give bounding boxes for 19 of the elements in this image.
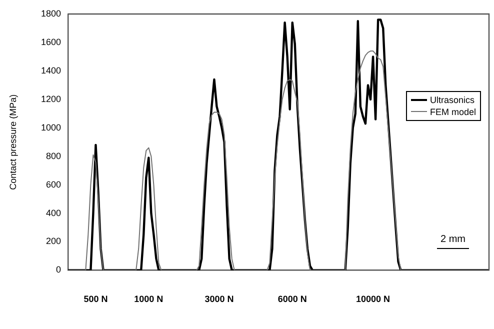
y-tick-label: 200 bbox=[46, 236, 61, 246]
y-tick-label: 400 bbox=[46, 208, 61, 218]
y-tick-label: 1200 bbox=[40, 94, 61, 104]
y-axis-title: Contact pressure (MPa) bbox=[8, 94, 18, 190]
x-tick-label: 1000 N bbox=[134, 294, 164, 304]
x-tick-label: 3000 N bbox=[204, 294, 234, 304]
legend-label: Ultrasonics bbox=[430, 94, 475, 106]
y-tick-label: 0 bbox=[56, 264, 61, 275]
y-tick-label: 1600 bbox=[40, 36, 61, 47]
y-tick-label: 800 bbox=[46, 150, 61, 161]
legend-label: FEM model bbox=[430, 106, 476, 118]
x-tick-label: 10000 N bbox=[356, 294, 390, 304]
x-tick-label: 6000 N bbox=[278, 294, 307, 304]
y-tick-label: 1800 bbox=[40, 8, 61, 18]
annotation: 2 mm bbox=[440, 234, 466, 246]
y-tick-label: 600 bbox=[46, 179, 61, 190]
y-tick-label: 1400 bbox=[40, 65, 61, 76]
y-tick-label: 1000 bbox=[40, 122, 61, 132]
x-tick-label: 500 N bbox=[84, 294, 108, 304]
